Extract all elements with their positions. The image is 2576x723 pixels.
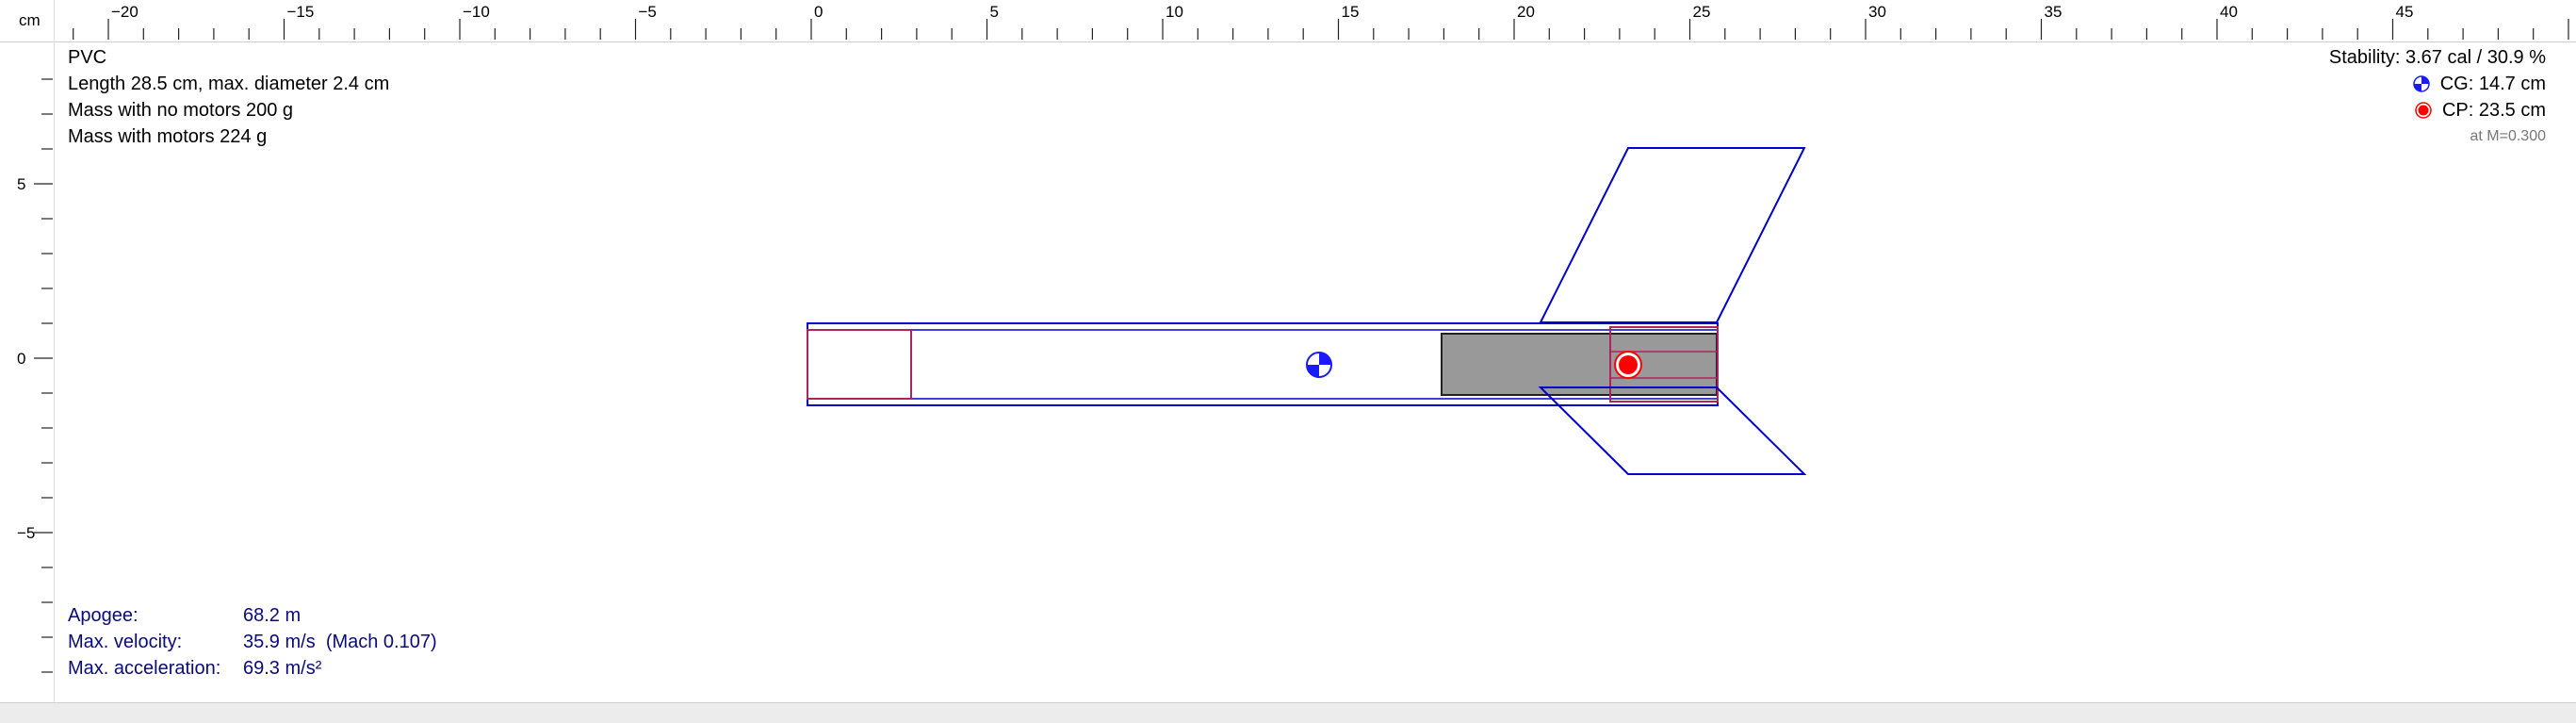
motor-mount[interactable] — [1609, 326, 1719, 403]
cp-row: CP: 23.5 cm — [2329, 97, 2546, 123]
acceleration-row: Max. acceleration: 69.3 m/s² — [68, 655, 437, 682]
mach-condition: at M=0.300 — [2470, 128, 2547, 144]
vertical-ruler: 5 0 −5 — [0, 0, 55, 722]
ruler-top-label: 35 — [2045, 3, 2062, 21]
rocket-info-panel: PVC Length 28.5 cm, max. diameter 2.4 cm… — [68, 44, 389, 150]
cg-value: CG: 14.7 cm — [2439, 74, 2546, 94]
bottom-edge — [0, 702, 2576, 723]
lower-fin[interactable] — [1538, 386, 1807, 475]
motor[interactable] — [1441, 333, 1718, 396]
ruler-top-label: 5 — [990, 3, 999, 21]
upper-fin[interactable] — [1539, 147, 1806, 323]
rocket-drawing — [807, 147, 1807, 475]
acceleration-value: 69.3 m/s² — [243, 658, 322, 679]
ruler-unit-label: cm — [19, 11, 41, 29]
mass-no-motors: Mass with no motors 200 g — [68, 100, 293, 121]
ruler-top-label: −10 — [463, 3, 490, 21]
acceleration-label: Max. acceleration: — [68, 658, 221, 679]
mass-with-motors: Mass with motors 224 g — [68, 126, 268, 147]
rocket-dimensions: Length 28.5 cm, max. diameter 2.4 cm — [68, 74, 390, 94]
vertical-ruler-scale: 5 0 −5 — [17, 78, 53, 673]
ruler-top-label: 15 — [1342, 3, 1360, 21]
rocket-figure-canvas[interactable] — [55, 42, 2576, 702]
apogee-label: Apogee: — [68, 605, 139, 626]
ruler-top-label: 25 — [1693, 3, 1711, 21]
cp-icon — [2414, 101, 2433, 120]
ruler-top-label: 0 — [814, 3, 823, 21]
ruler-top-label: −5 — [639, 3, 657, 21]
cp-marker[interactable] — [1614, 351, 1642, 379]
flight-results: Apogee: 68.2 m Max. velocity: 35.9 m/s (… — [68, 602, 437, 682]
cp-value: CP: 23.5 cm — [2441, 100, 2546, 121]
ruler-top-label: 10 — [1166, 3, 1183, 21]
ruler-top-label: 20 — [1517, 3, 1535, 21]
ruler-left-label: 5 — [17, 175, 25, 193]
horizontal-ruler-scale: −20 −15 −10 −5 0 5 10 15 20 25 30 35 40 45 — [73, 3, 2569, 40]
rocket-name: PVC — [68, 47, 107, 68]
stability-panel: Stability: 3.67 cal / 30.9 % CG: 14.7 cm… — [2329, 44, 2546, 150]
cg-icon — [2412, 74, 2431, 93]
ruler-top-label: 40 — [2220, 3, 2238, 21]
velocity-row: Max. velocity: 35.9 m/s (Mach 0.107) — [68, 629, 437, 655]
horizontal-ruler: −20 −15 −10 −5 0 5 10 15 20 25 30 35 40 45 — [0, 0, 2576, 42]
velocity-value: 35.9 m/s (Mach 0.107) — [243, 632, 437, 652]
cg-marker[interactable] — [1306, 352, 1332, 378]
inner-component-front[interactable] — [807, 329, 912, 400]
ruler-top-label: −15 — [287, 3, 315, 21]
velocity-label: Max. velocity: — [68, 632, 183, 652]
cg-row: CG: 14.7 cm — [2329, 71, 2546, 97]
ruler-top-label: 45 — [2396, 3, 2414, 21]
ruler-left-label: 0 — [17, 350, 25, 368]
apogee-row: Apogee: 68.2 m — [68, 602, 437, 629]
ruler-left-label: −5 — [17, 524, 35, 542]
stability-value: Stability: 3.67 cal / 30.9 % — [2328, 47, 2546, 68]
ruler-unit-corner: cm — [0, 0, 55, 42]
ruler-top-label: −20 — [111, 3, 139, 21]
apogee-value: 68.2 m — [243, 605, 302, 626]
ruler-top-label: 30 — [1868, 3, 1886, 21]
